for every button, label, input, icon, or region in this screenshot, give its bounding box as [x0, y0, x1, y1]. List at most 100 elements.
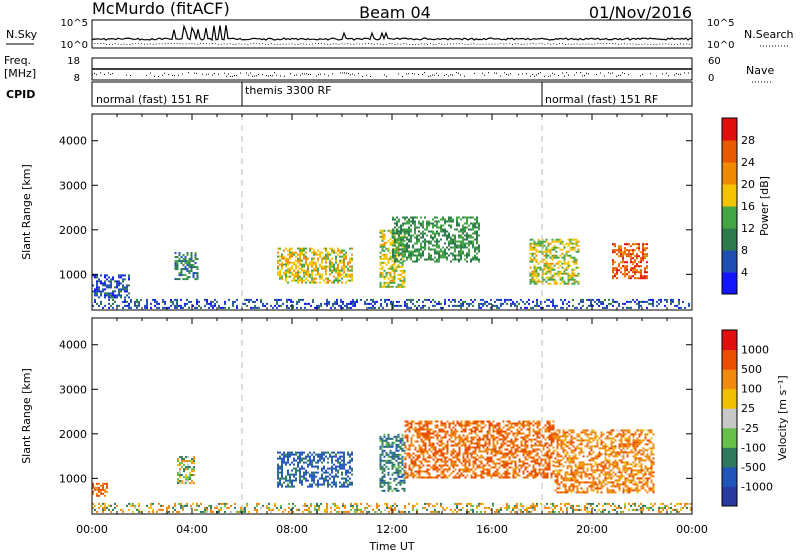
heatmap-cell — [100, 302, 102, 305]
heatmap-cell — [482, 456, 485, 459]
heatmap-cell — [287, 257, 289, 260]
heatmap-cell — [622, 273, 624, 276]
heatmap-cell — [181, 480, 183, 483]
heatmap-cell — [586, 455, 589, 458]
heatmap-cell — [555, 240, 558, 243]
heatmap-cell — [528, 474, 531, 477]
nave-point — [300, 74, 301, 76]
heatmap-cell — [438, 448, 441, 451]
heatmap-cell — [193, 482, 195, 485]
heatmap-cell — [466, 238, 468, 241]
heatmap-cell — [534, 468, 537, 471]
heatmap-cell — [450, 460, 453, 463]
heatmap-cell — [387, 249, 390, 252]
heatmap-cell — [514, 464, 517, 467]
heatmap-cell — [436, 426, 439, 429]
heatmap-cell — [422, 224, 424, 227]
heatmap-cell — [444, 446, 447, 449]
heatmap-cell — [299, 251, 301, 254]
heatmap-cell — [474, 246, 476, 249]
heatmap-cell — [414, 242, 416, 245]
heatmap-cell — [387, 467, 390, 470]
heatmap-cell — [580, 491, 583, 494]
heatmap-cell — [544, 472, 547, 475]
heatmap-cell — [418, 254, 420, 257]
heatmap-cell — [96, 486, 98, 489]
heatmap-cell — [644, 257, 646, 260]
heatmap-cell — [542, 446, 545, 449]
heatmap-cell — [620, 255, 622, 258]
heatmap-cell — [462, 438, 465, 441]
heatmap-cell — [563, 254, 566, 257]
heatmap-cell — [590, 447, 593, 450]
heatmap-cell — [553, 272, 556, 275]
heatmap-cell — [596, 457, 599, 460]
heatmap-cell — [518, 468, 521, 471]
heatmap-cell — [401, 487, 404, 490]
heatmap-cell — [285, 257, 287, 260]
heatmap-cell — [548, 434, 551, 437]
heatmap-cell — [546, 454, 549, 457]
heatmap-cell — [644, 267, 646, 270]
heatmap-cell — [331, 485, 333, 488]
velocity-cells — [92, 420, 692, 513]
heatmap-cell — [184, 266, 187, 269]
heatmap-cell — [398, 236, 400, 239]
heatmap-cell — [628, 306, 630, 309]
heatmap-cell — [279, 255, 281, 258]
heatmap-cell — [478, 450, 481, 453]
heatmap-cell — [343, 259, 345, 262]
heatmap-cell — [514, 468, 517, 471]
heatmap-cell — [393, 261, 396, 264]
heatmap-cell — [564, 443, 567, 446]
heatmap-cell — [540, 300, 542, 303]
heatmap-cell — [566, 479, 569, 482]
heatmap-cell — [110, 294, 112, 297]
heatmap-cell — [572, 457, 575, 460]
heatmap-cell — [399, 479, 402, 482]
heatmap-cell — [444, 434, 447, 437]
heatmap-cell — [578, 443, 581, 446]
heatmap-cell — [395, 455, 398, 458]
heatmap-cell — [478, 466, 481, 469]
heatmap-cell — [570, 465, 573, 468]
heatmap-cell — [394, 222, 396, 225]
heatmap-cell — [640, 304, 642, 307]
heatmap-cell — [588, 439, 591, 442]
heatmap-cell — [436, 252, 438, 255]
heatmap-cell — [563, 268, 566, 271]
heatmap-cell — [576, 489, 579, 492]
heatmap-cell — [291, 461, 293, 464]
heatmap-cell — [522, 476, 525, 479]
heatmap-cell — [474, 450, 477, 453]
heatmap-cell — [289, 463, 291, 466]
heatmap-cell — [295, 453, 297, 456]
heatmap-cell — [460, 436, 463, 439]
heatmap-cell — [176, 256, 179, 259]
heatmap-cell — [422, 454, 425, 457]
heatmap-cell — [334, 302, 336, 305]
heatmap-cell — [281, 471, 283, 474]
heatmap-cell — [563, 256, 566, 259]
heatmap-cell — [446, 452, 449, 455]
heatmap-cell — [456, 216, 458, 219]
heatmap-cell — [190, 268, 193, 271]
heatmap-cell — [351, 459, 353, 462]
heatmap-cell — [474, 222, 476, 225]
heatmap-cell — [321, 275, 323, 278]
heatmap-cell — [570, 435, 573, 438]
heatmap-cell — [508, 452, 511, 455]
heatmap-cell — [574, 449, 577, 452]
heatmap-cell — [179, 476, 181, 479]
nsky-panel: N.Sky 10^5 10^0 10^5 10^0 N.Search — [6, 18, 794, 51]
nave-dots — [92, 72, 689, 77]
heatmap-cell — [492, 440, 495, 443]
heatmap-cell — [548, 466, 551, 469]
heatmap-cell — [339, 271, 341, 274]
heatmap-cell — [313, 267, 315, 270]
heatmap-cell — [345, 273, 347, 276]
nave-point — [236, 75, 237, 77]
heatmap-cell — [573, 258, 576, 261]
heatmap-cell — [181, 466, 183, 469]
heatmap-cell — [389, 449, 392, 452]
